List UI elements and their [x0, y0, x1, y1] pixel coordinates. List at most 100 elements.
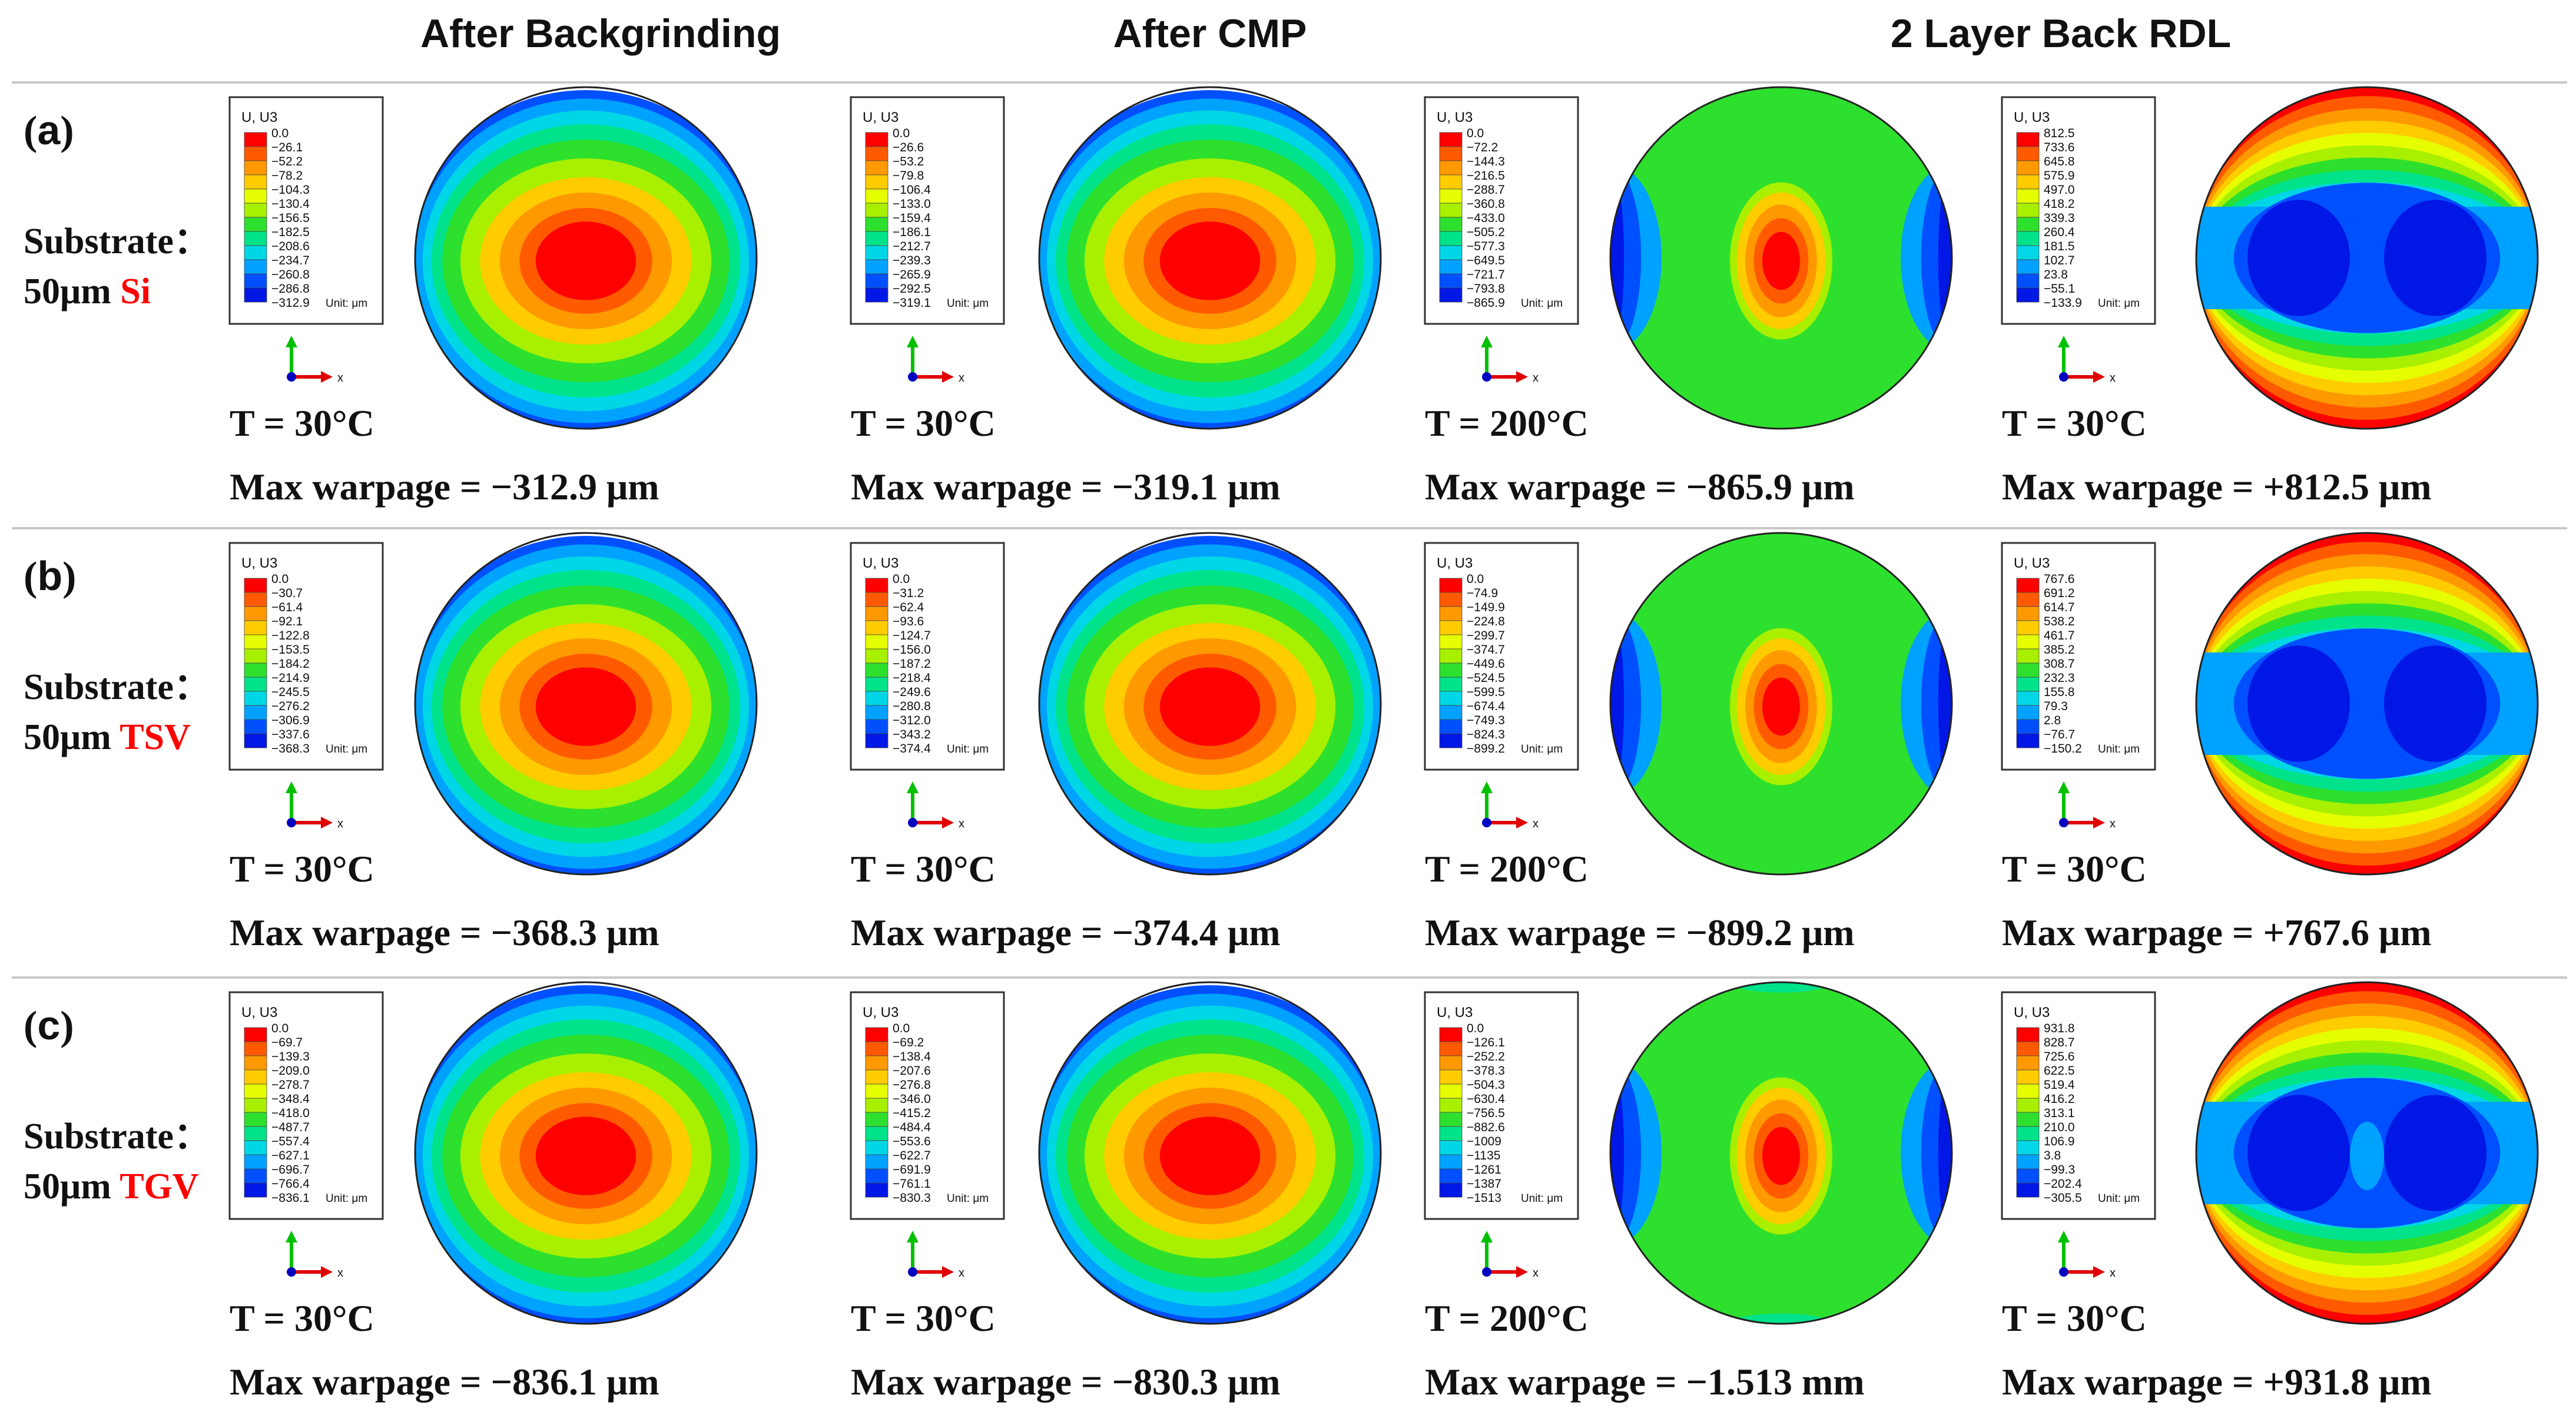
legend-value: −348.4 — [271, 1092, 310, 1106]
legend-swatch — [1439, 1112, 1463, 1127]
wafer-outline — [2195, 981, 2539, 1325]
axis-x-label: x — [337, 372, 343, 385]
row-label-open: ( — [24, 554, 37, 599]
legend-value: −52.2 — [271, 155, 303, 168]
legend-value: 260.4 — [2044, 226, 2075, 239]
legend-value: −1513 — [1467, 1191, 1501, 1205]
legend-swatch — [865, 691, 888, 706]
legend-swatch — [244, 287, 267, 303]
legend-value: −265.9 — [893, 268, 931, 281]
legend-title: U, U3 — [241, 110, 277, 125]
legend-value: −74.9 — [1467, 587, 1498, 600]
legend-swatch — [244, 1154, 267, 1169]
legend-value: −557.4 — [271, 1135, 310, 1148]
axis-z-origin — [1482, 818, 1491, 827]
wafer-outline — [414, 981, 758, 1325]
legend-swatch — [2016, 733, 2040, 748]
axis-z-origin — [287, 1267, 296, 1277]
legend-title: U, U3 — [863, 1005, 899, 1021]
legend-title: U, U3 — [1437, 110, 1473, 125]
substrate-name: TGV — [120, 1167, 199, 1207]
row-label: (a) — [24, 107, 74, 154]
legend-value: 0.0 — [893, 1022, 910, 1035]
legend-value: −252.2 — [1467, 1050, 1505, 1064]
axis-y-head — [286, 336, 297, 347]
legend-swatch — [1439, 188, 1463, 204]
legend-value: 691.2 — [2044, 587, 2075, 600]
axis-y-head — [1481, 336, 1493, 347]
legend-value: −836.1 — [271, 1191, 310, 1205]
legend-value: 461.7 — [2044, 629, 2075, 642]
legend-value: −139.3 — [271, 1050, 310, 1064]
legend-value: 931.8 — [2044, 1022, 2075, 1035]
contour-band — [535, 667, 636, 746]
legend-value: −234.7 — [271, 254, 310, 267]
substrate-material: 50μm TSV — [24, 717, 191, 757]
legend-swatch — [865, 160, 888, 175]
contour-band — [1921, 609, 1952, 798]
legend-swatch — [865, 1027, 888, 1042]
legend-swatch — [865, 188, 888, 204]
legend-swatch — [2016, 719, 2040, 734]
contour-band — [1762, 231, 1800, 290]
legend-swatch — [865, 1098, 888, 1113]
legend-value: −882.6 — [1467, 1121, 1505, 1134]
contour-band — [1762, 1127, 1800, 1185]
axis-x-label: x — [337, 817, 343, 830]
max-warpage-label: Max warpage = −1.513 mm — [1425, 1361, 1865, 1403]
legend-title: U, U3 — [241, 555, 277, 571]
axis-x-label: x — [959, 372, 964, 385]
legend-value: 418.2 — [2044, 197, 2075, 211]
contour-bands — [1039, 90, 1381, 429]
row-label-close: ) — [62, 554, 76, 599]
axis-z-origin — [287, 818, 296, 827]
legend-value: 0.0 — [271, 1022, 289, 1035]
legend-value: −99.3 — [2044, 1163, 2075, 1177]
legend-swatch — [865, 217, 888, 232]
legend-value: −260.8 — [271, 268, 310, 281]
legend-title: U, U3 — [241, 1005, 277, 1021]
legend-swatch — [244, 1027, 267, 1042]
legend-swatch — [2016, 1069, 2040, 1085]
legend-swatch — [1439, 146, 1463, 161]
legend-value: 102.7 — [2044, 254, 2075, 267]
legend-value: −276.2 — [271, 700, 310, 713]
temperature-label: T = 30°C — [851, 848, 996, 890]
legend-value: 497.0 — [2044, 183, 2075, 197]
legend-swatch — [2016, 1126, 2040, 1141]
legend-swatch — [2016, 606, 2040, 621]
legend-swatch — [244, 620, 267, 635]
axis-z-origin — [2059, 818, 2068, 827]
legend-value: −721.7 — [1467, 268, 1505, 281]
legend-value: −622.7 — [893, 1149, 931, 1162]
legend-swatch — [865, 146, 888, 161]
contour-band — [2384, 1095, 2487, 1211]
legend-swatch — [1439, 1140, 1463, 1155]
legend-swatch — [2016, 1182, 2040, 1198]
legend-swatch — [1439, 1168, 1463, 1184]
contour-band — [2247, 1095, 2350, 1211]
legend-swatch — [1439, 287, 1463, 303]
contour-bands — [1039, 536, 1381, 874]
legend-swatch — [244, 705, 267, 720]
max-warpage-label: Max warpage = −312.9 μm — [230, 466, 659, 508]
legend-value: −224.8 — [1467, 615, 1505, 628]
legend-swatch — [865, 648, 888, 664]
legend-swatch — [244, 1112, 267, 1127]
row-label: (b) — [24, 553, 76, 599]
contour-bands — [415, 985, 757, 1324]
legend-title: U, U3 — [1437, 1005, 1473, 1021]
max-warpage-label: Max warpage = −836.1 μm — [230, 1361, 659, 1403]
legend-value: 812.5 — [2044, 127, 2075, 140]
legend-swatch — [244, 259, 267, 274]
legend-swatch — [1439, 578, 1463, 593]
legend-value: −53.2 — [893, 155, 924, 168]
legend-swatch — [1439, 1027, 1463, 1042]
wafer-outline — [1038, 532, 1382, 876]
row-label-open: ( — [24, 108, 37, 154]
legend-value: −368.3 — [271, 742, 310, 756]
substrate-name: TSV — [120, 717, 191, 757]
axis-x-head — [942, 817, 954, 829]
legend-swatch — [865, 1041, 888, 1056]
legend-swatch — [244, 1182, 267, 1198]
